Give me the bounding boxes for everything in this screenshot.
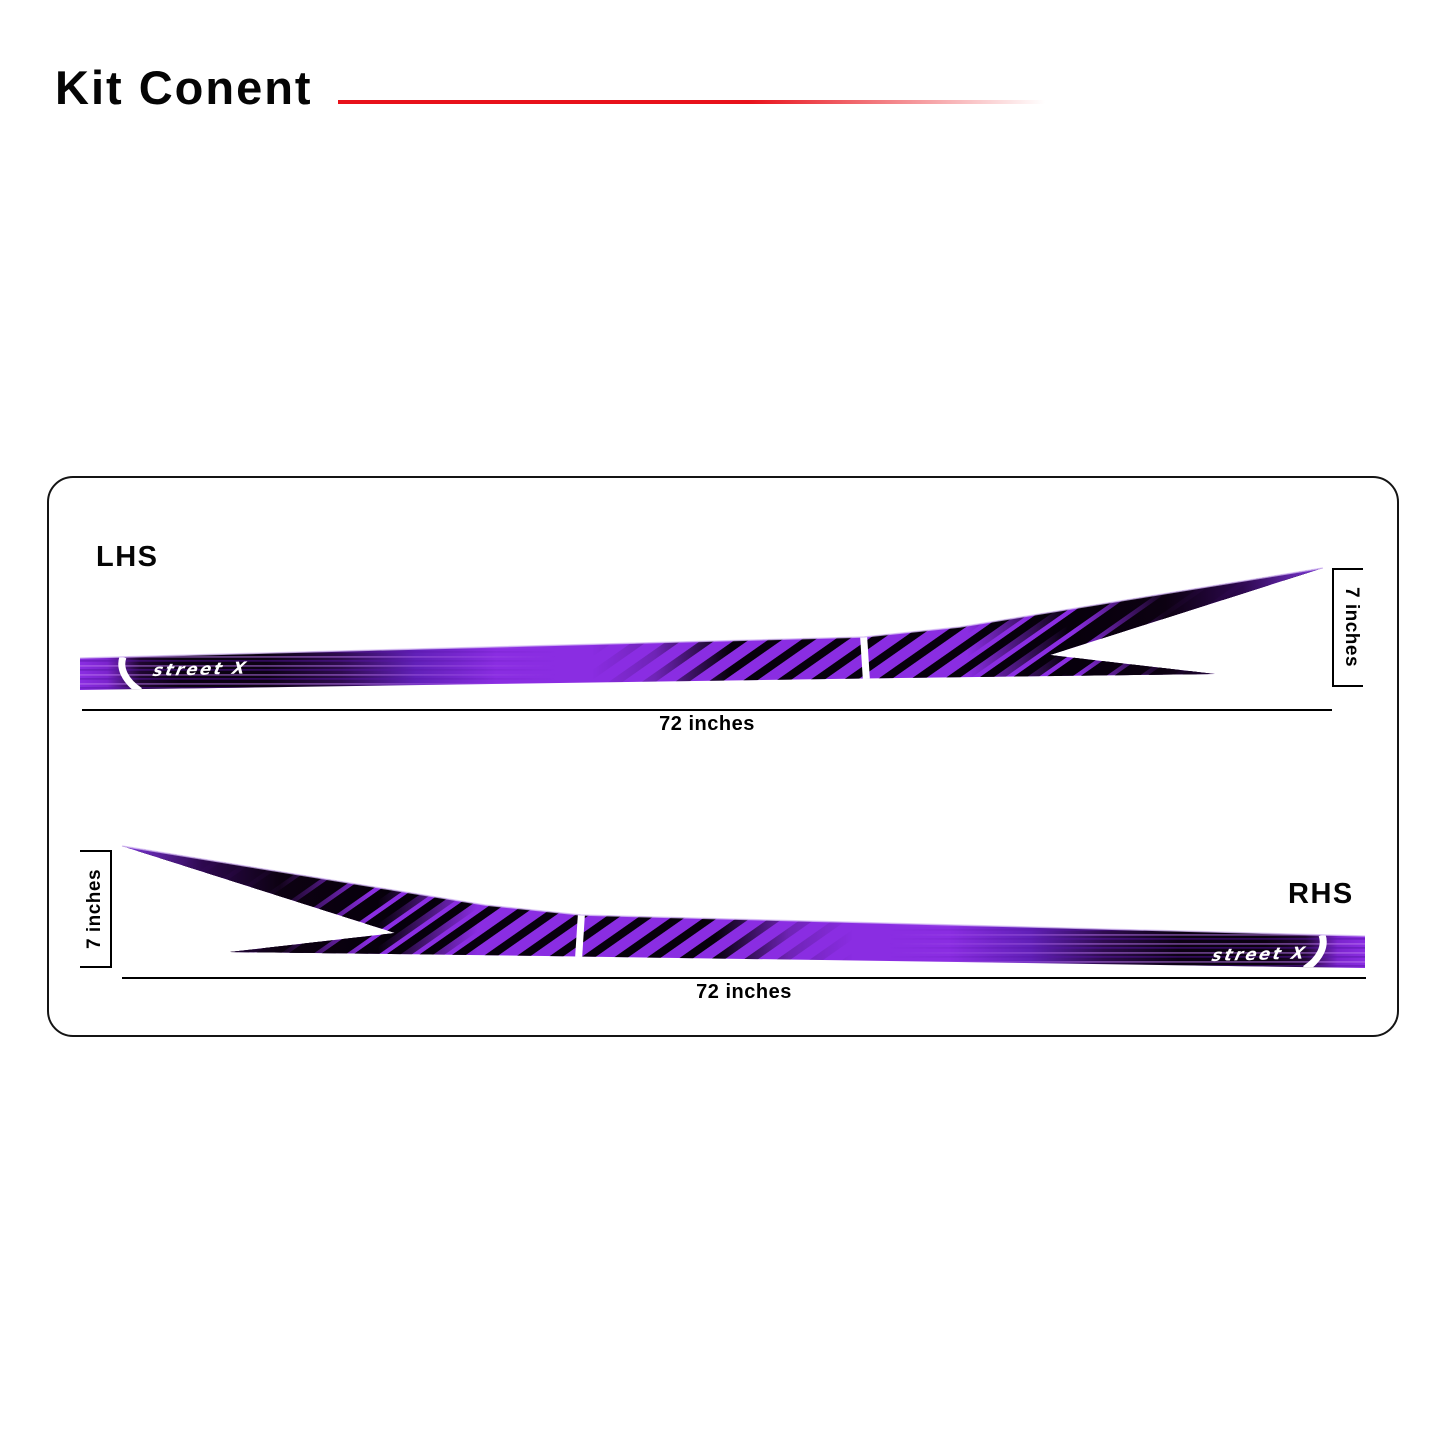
lhs-decal-art (80, 567, 1324, 690)
rhs-height-dimension-tick-bottom (80, 966, 111, 968)
title-underline-rule (338, 100, 1045, 104)
rhs-height-dimension-label: 7 inches (84, 868, 105, 950)
rhs-decal-graphic: street X (121, 845, 1365, 968)
lhs-height-dimension-line (1332, 568, 1334, 687)
lhs-height-dimension-tick-bottom (1332, 685, 1363, 687)
rhs-width-dimension-label: 72 inches (696, 981, 792, 1003)
lhs-decal-graphic: street X (80, 567, 1324, 690)
rhs-decal-art (121, 845, 1365, 968)
rhs-height-dimension-tick-top (80, 850, 111, 852)
rhs-decal-brand: street X (1210, 943, 1309, 965)
lhs-decal-brand: street X (151, 658, 250, 680)
lhs-height-dimension-label: 7 inches (1341, 587, 1362, 668)
rhs-side-label: RHS (1288, 878, 1354, 910)
rhs-decal-split-cut (575, 912, 585, 960)
lhs-width-dimension-line (82, 709, 1332, 711)
lhs-side-label: LHS (96, 541, 159, 573)
lhs-height-dimension-tick-top (1332, 568, 1363, 570)
lhs-decal-split-cut (860, 634, 870, 682)
rhs-decal-white-swoosh (1302, 933, 1327, 968)
page-title: Kit Conent (55, 61, 313, 114)
rhs-height-dimension-line (110, 850, 112, 968)
rhs-width-dimension-line (122, 977, 1366, 979)
lhs-decal-white-swoosh (118, 655, 143, 690)
lhs-width-dimension-label: 72 inches (659, 713, 755, 735)
